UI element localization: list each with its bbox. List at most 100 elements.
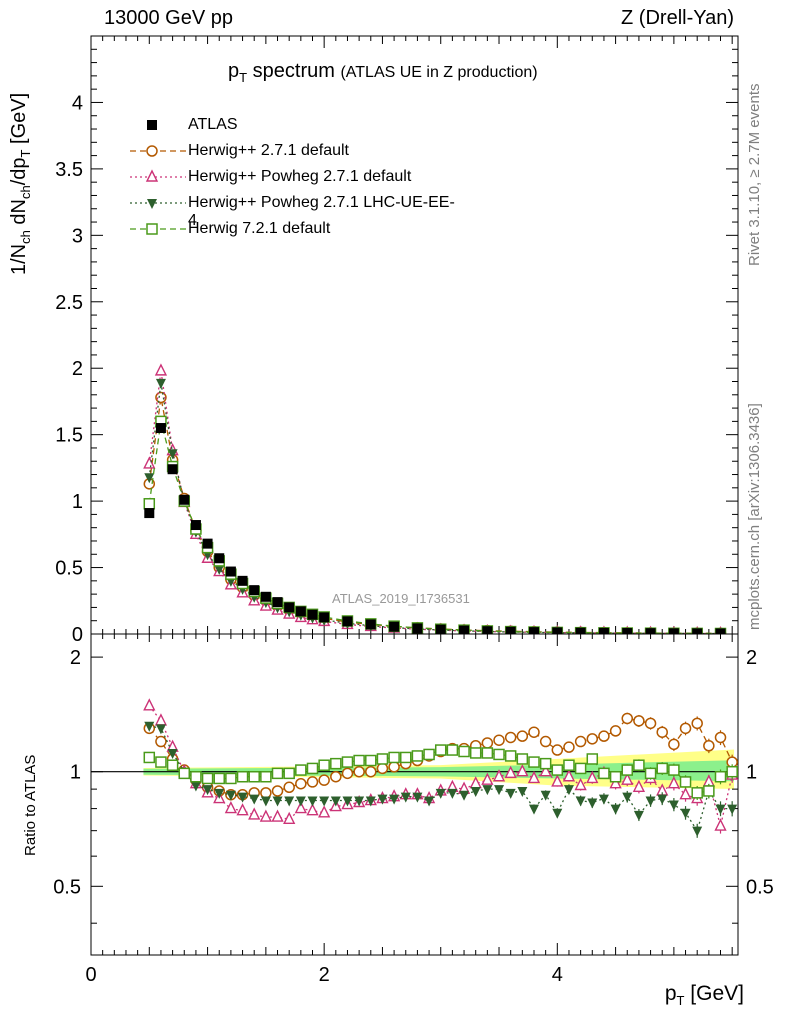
data-point-top: [645, 628, 656, 639]
data-point-ratio: [248, 770, 260, 783]
data-point-ratio: [609, 725, 622, 737]
data-point-ratio: [330, 770, 342, 783]
x-axis-label: pT [GeV]: [665, 982, 744, 1008]
data-point-ratio: [341, 756, 354, 768]
data-point-ratio: [680, 808, 691, 819]
data-point-ratio: [539, 757, 552, 770]
data-point-ratio: [389, 794, 400, 805]
data-point-ratio: [400, 792, 411, 803]
legend-label: Herwig++ Powheg 2.7.1 default: [188, 168, 412, 185]
data-point-ratio: [482, 785, 493, 796]
data-point-ratio: [236, 770, 249, 783]
data-point-ratio: [727, 804, 738, 815]
data-point-ratio: [714, 818, 727, 831]
data-point-ratio: [201, 772, 214, 785]
data-point-ratio: [458, 745, 470, 758]
data-point-ratio: [691, 717, 703, 730]
data-point-top: [144, 473, 155, 484]
data-point-top: [249, 585, 260, 596]
legend-swatch: [130, 199, 186, 209]
legend-item: Herwig++ Powheg 2.7.1 LHC-UE-EE-4: [130, 191, 460, 229]
legend-marker: [147, 120, 157, 130]
data-point-top: [622, 628, 633, 639]
data-point-top: [260, 591, 271, 602]
data-point-ratio: [144, 721, 155, 732]
data-point-ratio: [353, 754, 365, 767]
data-point-ratio: [622, 792, 633, 803]
data-point-ratio: [645, 796, 656, 807]
data-point-ratio: [586, 733, 599, 745]
legend-swatch: [130, 223, 186, 235]
analysis-label: ATLAS_2019_I1736531: [332, 591, 470, 606]
data-point-ratio: [202, 785, 213, 796]
data-point-ratio: [248, 807, 261, 820]
data-point-ratio: [388, 751, 400, 764]
data-point-ratio: [574, 762, 587, 775]
data-point-ratio: [715, 804, 726, 815]
ratio-y-tick-label-right: 1: [746, 762, 757, 784]
legend-label: Herwig++ Powheg 2.7.1 LHC-UE-EE-4: [188, 194, 455, 229]
data-point-ratio: [224, 801, 238, 814]
data-point-top: [144, 508, 155, 519]
data-point-ratio: [481, 772, 494, 785]
data-point-ratio: [365, 796, 376, 807]
data-point-ratio: [586, 753, 599, 765]
data-point-ratio: [609, 770, 622, 783]
data-point-ratio: [551, 744, 564, 756]
plot-title-sub: T: [239, 70, 248, 85]
data-point-top: [190, 520, 201, 531]
ratio-y-tick-label: 2: [70, 647, 81, 669]
y-tick-label-top: 2: [72, 358, 83, 380]
data-point-top: [295, 606, 306, 617]
data-point-ratio: [644, 767, 657, 780]
plot-title-main: p: [228, 60, 240, 82]
data-point-ratio: [213, 772, 225, 785]
data-point-ratio: [621, 764, 634, 776]
y-axis-label-ratio: Ratio to ATLAS: [22, 754, 39, 856]
data-point-ratio: [586, 770, 599, 784]
data-point-ratio: [552, 808, 563, 819]
data-point-ratio: [342, 796, 353, 807]
data-point-ratio: [667, 776, 681, 789]
data-point-ratio: [505, 788, 516, 799]
data-point-ratio: [294, 801, 307, 814]
data-point-top: [214, 553, 225, 564]
data-point-ratio: [306, 803, 319, 816]
legend-item: Herwig++ Powheg 2.7.1 default: [130, 165, 460, 189]
data-point-ratio: [225, 790, 236, 801]
data-point-ratio: [260, 770, 272, 783]
data-point-ratio: [225, 772, 237, 785]
rivet-version-text: Rivet 3.1.10, ≥ 2.7M events: [746, 83, 763, 267]
plot-title-rest: spectrum: [247, 60, 335, 82]
data-point-ratio: [528, 756, 540, 768]
data-point-top: [389, 621, 400, 632]
x-axis-label-rest: [GeV]: [684, 982, 744, 1005]
legend-label: ATLAS: [188, 116, 238, 133]
data-point-ratio: [284, 796, 295, 807]
data-point-ratio: [703, 785, 715, 797]
data-point-ratio: [469, 747, 482, 759]
data-point-top: [307, 609, 318, 620]
data-point-ratio: [214, 788, 225, 799]
data-point-top: [155, 391, 167, 404]
header-right: Z (Drell-Yan): [621, 7, 734, 29]
data-point-top: [365, 619, 376, 630]
data-point-ratio: [621, 712, 634, 725]
y-tick-label-top: 3.5: [55, 159, 83, 181]
data-point-top: [412, 623, 423, 634]
data-point-top: [598, 627, 609, 638]
data-point-ratio: [341, 767, 354, 780]
data-point-ratio: [167, 748, 178, 759]
top-panel: 0 0.5 1 1.5 2 2.5 3 3.5 4: [55, 35, 739, 646]
data-point-ratio: [249, 794, 260, 805]
data-point-ratio: [178, 767, 191, 780]
legend-swatch: [130, 145, 186, 157]
data-point-ratio: [493, 734, 505, 746]
data-point-ratio: [435, 788, 446, 799]
data-point-ratio: [424, 796, 435, 807]
data-point-ratio: [504, 750, 517, 762]
data-point-ratio: [365, 765, 377, 778]
data-point-top: [459, 625, 470, 636]
data-point-ratio: [656, 762, 668, 775]
